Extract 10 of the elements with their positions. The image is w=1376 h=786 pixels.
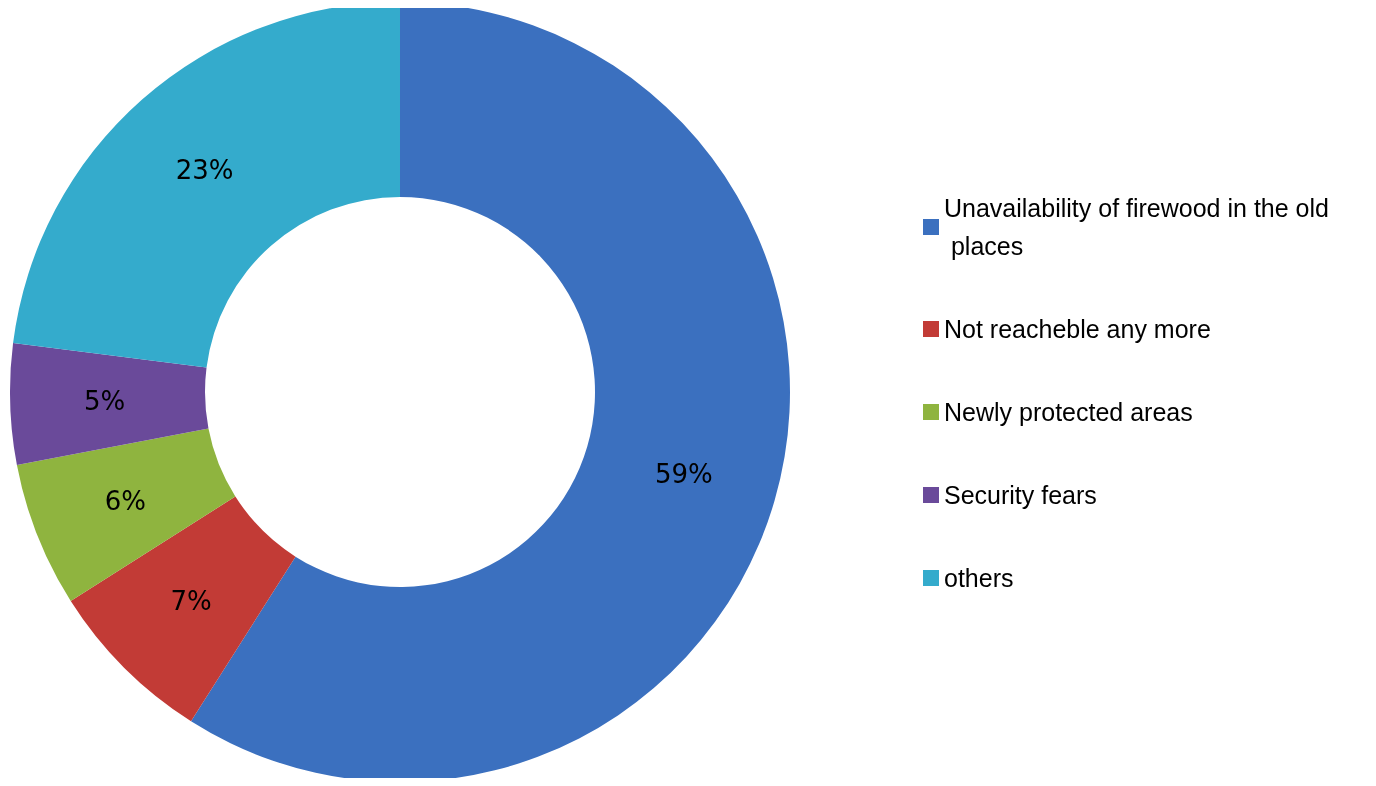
data-label: 5% [84, 386, 126, 417]
legend-label: others [944, 564, 1014, 592]
data-label: 7% [170, 585, 212, 616]
legend-label: Unavailability of firewood in the old places [944, 194, 1329, 260]
data-label: 6% [104, 485, 146, 516]
legend-label: Security fears [944, 481, 1097, 509]
data-label: 23% [175, 155, 234, 186]
legend-label: Newly protected areas [944, 398, 1193, 426]
data-label: 59% [654, 459, 713, 490]
legend-label: Not reacheble any more [944, 315, 1211, 343]
